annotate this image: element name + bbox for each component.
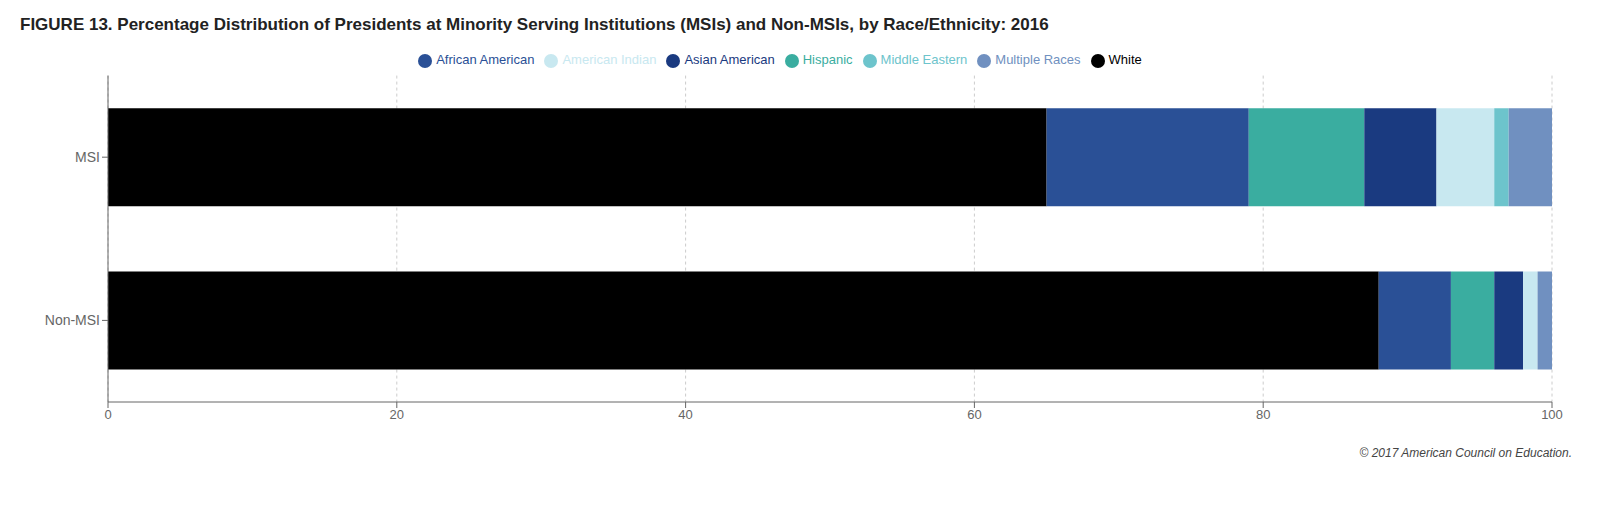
html-text:FIGURE 13. Percentage Distribu: FIGURE 13. Percentage Distribution of Pr…: [20, 15, 1049, 34]
html-text:Hispanic: Hispanic: [802, 52, 853, 67]
svg-text:Non-MSI: Non-MSI: [45, 312, 100, 328]
svg-text:80: 80: [1256, 407, 1270, 422]
svg-text:40: 40: [678, 407, 692, 422]
html-text:Multiple Races: Multiple Races: [995, 52, 1081, 67]
svg-text:20: 20: [390, 407, 404, 422]
html-text:Middle Eastern: Middle Eastern: [880, 52, 968, 67]
html-text:© 2017 American Council on Edu: © 2017 American Council on Education.: [1359, 446, 1572, 460]
html-text:White: White: [1108, 52, 1142, 67]
html-text:American Indian: American Indian: [562, 52, 657, 67]
svg-text:0: 0: [104, 407, 111, 422]
svg-text:100: 100: [1541, 407, 1563, 422]
html-text:Asian American: Asian American: [684, 52, 775, 67]
html-text:African American: African American: [436, 52, 535, 67]
svg-text:60: 60: [967, 407, 981, 422]
svg-text:MSI: MSI: [75, 149, 100, 165]
